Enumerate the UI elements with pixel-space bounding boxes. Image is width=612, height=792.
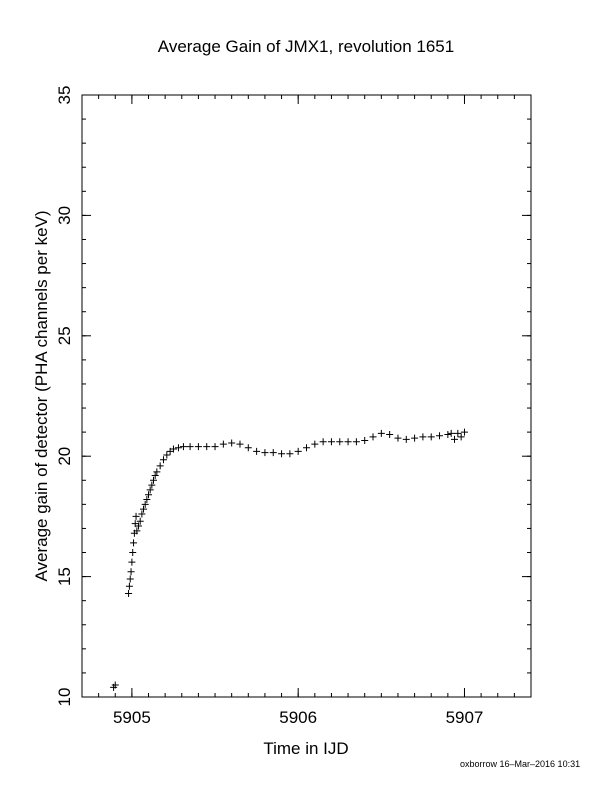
data-point: [336, 438, 344, 446]
y-tick-label: 35: [55, 86, 74, 105]
data-point: [377, 429, 385, 437]
data-point: [311, 440, 319, 448]
data-point: [156, 462, 164, 470]
axis-ticks: [81, 94, 532, 698]
data-point: [136, 517, 144, 525]
data-point: [394, 434, 402, 442]
data-point: [451, 435, 459, 443]
data-point: [361, 437, 369, 445]
data-point: [126, 575, 134, 583]
data-point: [111, 681, 119, 689]
data-point: [436, 432, 444, 440]
data-point: [135, 522, 143, 530]
footer-credit: oxborrow 16–Mar–2016 10:31: [460, 759, 581, 769]
tick-labels: 5905 5906 5907 10 15 20 25 30 35: [55, 86, 483, 727]
data-point: [411, 434, 419, 442]
chart-title: Average Gain of JMX1, revolution 1651: [158, 37, 454, 56]
data-point: [133, 527, 141, 535]
data-point: [132, 512, 140, 520]
data-point: [128, 558, 136, 566]
data-point: [153, 468, 161, 476]
y-axis-label: Average gain of detector (PHA channels p…: [32, 210, 51, 581]
data-point: [219, 440, 227, 448]
data-point: [127, 568, 135, 576]
data-point: [269, 449, 277, 457]
data-point: [402, 435, 410, 443]
data-point: [151, 471, 159, 479]
data-point: [369, 433, 377, 441]
data-point: [261, 449, 269, 457]
data-point: [179, 443, 187, 451]
data-point: [294, 447, 302, 455]
data-point: [143, 496, 151, 504]
data-point: [286, 450, 294, 458]
data-point: [303, 444, 310, 452]
y-tick-label: 20: [55, 447, 74, 466]
data-point: [278, 450, 286, 458]
data-point: [319, 438, 327, 446]
data-point: [352, 438, 360, 446]
y-tick-label: 15: [55, 567, 74, 586]
data-point: [419, 433, 427, 441]
plot-frame: [81, 94, 532, 698]
data-point: [148, 481, 156, 489]
data-point: [386, 431, 394, 439]
data-point: [457, 433, 465, 441]
data-point: [244, 444, 252, 452]
x-tick-label: 5907: [446, 708, 484, 727]
data-point: [130, 539, 138, 547]
data-point: [174, 444, 182, 452]
data-point: [344, 438, 352, 446]
data-point: [327, 438, 335, 446]
data-point: [447, 429, 455, 437]
data-point: [150, 476, 158, 484]
x-axis-label: Time in IJD: [263, 739, 348, 758]
data-point: [125, 582, 133, 590]
data-point: [141, 500, 149, 508]
data-point: [129, 549, 137, 557]
data-point: [140, 505, 148, 513]
data-point: [146, 486, 154, 494]
data-point: [228, 439, 236, 447]
data-point: [138, 510, 146, 518]
data-point: [427, 433, 435, 441]
x-tick-label: 5906: [279, 708, 317, 727]
data-point: [145, 491, 153, 499]
data-point: [444, 431, 452, 439]
data-point: [454, 429, 462, 437]
data-point: [211, 443, 219, 451]
data-point: [169, 445, 177, 453]
y-tick-label: 30: [55, 206, 74, 225]
data-point: [186, 443, 194, 451]
data-point: [163, 451, 171, 459]
data-point: [159, 456, 167, 464]
data-point: [203, 443, 211, 451]
y-tick-label: 25: [55, 326, 74, 345]
x-tick-label: 5905: [113, 708, 151, 727]
data-point: [194, 443, 202, 451]
data-point: [460, 428, 468, 436]
data-points: [110, 428, 468, 691]
y-tick-label: 10: [55, 688, 74, 707]
data-point: [125, 589, 133, 597]
data-point: [236, 440, 244, 448]
data-point: [253, 447, 261, 455]
